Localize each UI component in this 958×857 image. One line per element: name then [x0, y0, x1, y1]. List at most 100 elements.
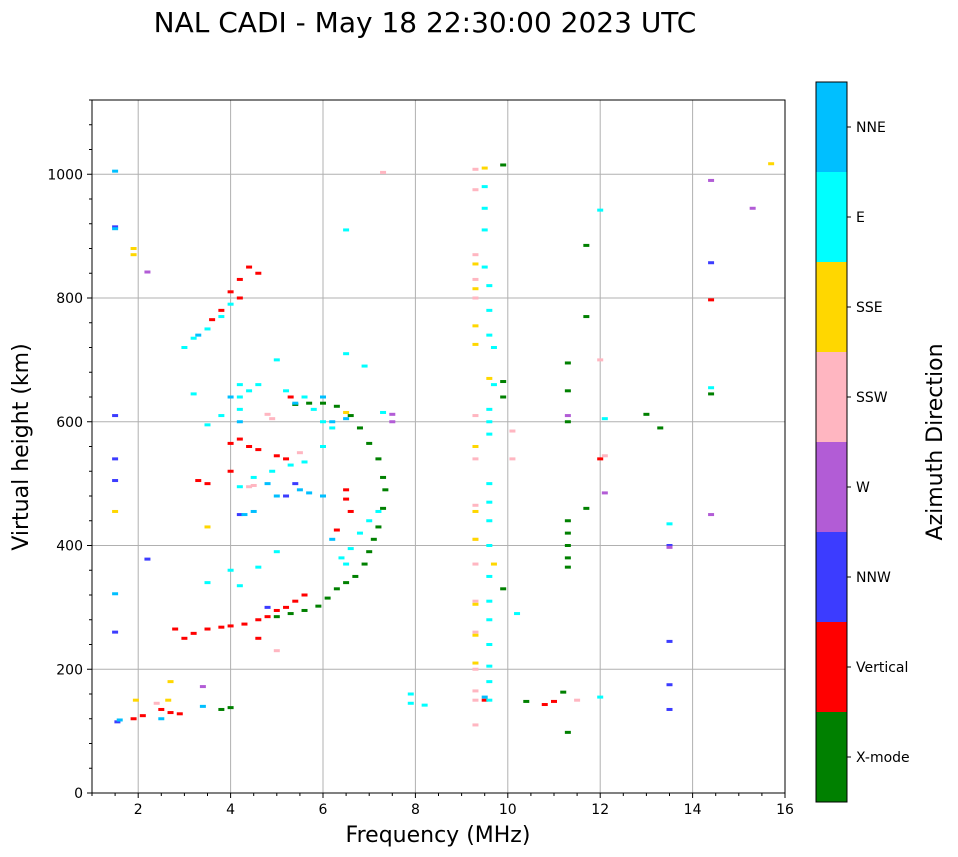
point-e: [269, 469, 276, 473]
point-x-mode: [583, 506, 590, 510]
point-sse: [472, 602, 479, 606]
point-vertical: [227, 469, 234, 473]
point-x-mode: [564, 389, 571, 393]
colorbar-label: SSW: [856, 390, 888, 406]
point-vertical: [158, 707, 165, 711]
point-x-mode: [366, 550, 373, 554]
point-sse: [130, 247, 137, 250]
point-vertical: [236, 296, 243, 300]
point-e: [708, 386, 715, 390]
point-x-mode: [500, 587, 507, 591]
point-sse: [132, 698, 139, 702]
point-sse: [472, 633, 479, 637]
point-ssw: [250, 483, 257, 487]
point-nne: [158, 717, 165, 721]
point-e: [320, 420, 326, 424]
point-x-mode: [564, 556, 571, 560]
point-sse: [472, 324, 479, 328]
point-x-mode: [227, 706, 234, 710]
point-nnw: [708, 261, 715, 265]
point-e: [204, 327, 211, 331]
point-x-mode: [564, 420, 571, 424]
point-e: [514, 612, 521, 616]
point-vertical: [227, 441, 234, 445]
point-e: [486, 664, 493, 668]
point-sse: [472, 661, 479, 665]
point-vertical: [236, 437, 243, 441]
point-x-mode: [564, 544, 571, 547]
point-nnw: [112, 457, 119, 461]
point-nne: [343, 417, 350, 421]
point-sse: [472, 342, 479, 346]
point-ssw: [601, 454, 608, 458]
point-sse: [204, 525, 211, 529]
point-e: [366, 519, 373, 523]
point-vertical: [190, 631, 197, 635]
point-e: [236, 584, 243, 588]
point-e: [218, 315, 225, 319]
point-nnw: [666, 544, 673, 547]
point-e: [181, 346, 188, 349]
point-vertical: [481, 698, 488, 702]
point-e: [287, 463, 294, 467]
point-nne: [273, 494, 280, 498]
point-nnw: [292, 482, 299, 486]
point-nne: [116, 718, 123, 722]
point-e: [486, 618, 493, 622]
point-e: [204, 423, 211, 427]
point-nnw: [112, 630, 119, 634]
x-tick-label: 4: [226, 802, 235, 818]
point-vertical: [195, 479, 202, 483]
point-e: [597, 695, 604, 699]
colorbar-swatch: [816, 82, 847, 172]
point-vertical: [708, 298, 715, 302]
point-x-mode: [500, 395, 507, 399]
point-sse: [130, 253, 137, 257]
point-e: [246, 389, 253, 393]
point-vertical: [273, 454, 280, 458]
point-ssw: [472, 296, 479, 300]
point-e: [255, 383, 262, 387]
point-e: [486, 482, 493, 486]
point-x-mode: [301, 608, 308, 612]
point-e: [218, 414, 225, 418]
point-vertical: [597, 457, 604, 461]
point-e: [597, 208, 604, 212]
colorbar-label: E: [856, 210, 865, 226]
point-nne: [112, 592, 119, 596]
point-ssw: [509, 457, 516, 461]
point-vertical: [130, 717, 137, 721]
y-tick-label: 600: [56, 415, 83, 431]
point-vertical: [218, 625, 225, 629]
point-e: [481, 185, 488, 189]
point-vertical: [246, 445, 253, 448]
point-e: [283, 389, 290, 393]
point-e: [190, 336, 197, 340]
point-vertical: [283, 457, 290, 461]
point-e: [486, 643, 493, 646]
point-sse: [112, 509, 119, 513]
point-e: [486, 407, 493, 411]
point-w: [601, 491, 608, 495]
point-sse: [472, 287, 479, 291]
point-ssw: [472, 630, 479, 634]
y-axis-title: Virtual height (km): [9, 343, 34, 550]
point-vertical: [255, 618, 262, 622]
point-vertical: [273, 608, 280, 612]
point-e: [273, 358, 280, 362]
point-w: [749, 206, 756, 210]
point-nne: [264, 482, 271, 486]
point-vertical: [227, 624, 234, 628]
point-vertical: [551, 699, 557, 703]
point-x-mode: [324, 596, 331, 600]
point-e: [236, 395, 243, 399]
point-vertical: [283, 605, 290, 609]
point-e: [301, 395, 308, 399]
point-vertical: [176, 712, 183, 716]
point-vertical: [255, 448, 262, 452]
point-nnw: [112, 414, 119, 418]
y-tick-label: 200: [56, 662, 83, 678]
point-nnw: [112, 225, 119, 229]
point-vertical: [227, 290, 234, 294]
point-nne: [112, 169, 119, 173]
